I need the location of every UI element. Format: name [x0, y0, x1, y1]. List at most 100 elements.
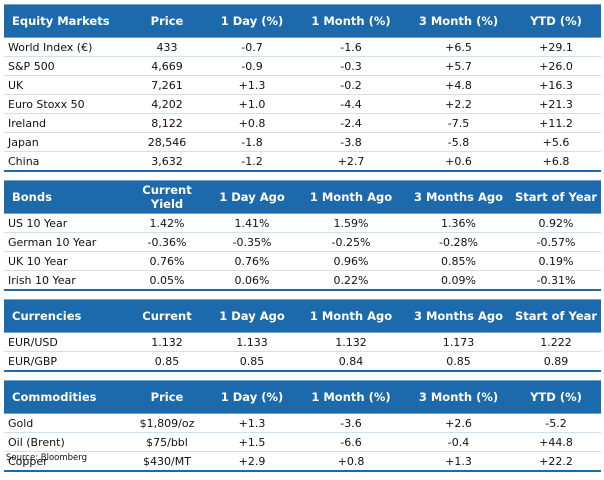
table-cell: +22.2	[511, 451, 601, 472]
column-header: Current	[126, 299, 208, 333]
table-row: S&P 500 4,669 -0.9 -0.3 +5.7 +26.0	[4, 56, 601, 76]
column-header: YTD (%)	[511, 4, 601, 38]
table-row: US 10 Year 1.42% 1.41% 1.59% 1.36% 0.92%	[4, 213, 601, 233]
table-row: UK 10 Year 0.76% 0.76% 0.96% 0.85% 0.19%	[4, 251, 601, 271]
table-cell: 28,546	[126, 132, 208, 152]
table-cell: 0.96%	[296, 251, 406, 271]
table-cell: +29.1	[511, 37, 601, 57]
table-cell: -0.36%	[126, 232, 208, 252]
table-cell: -0.3	[296, 56, 406, 76]
table-cell: -3.6	[296, 413, 406, 433]
column-header: Currencies	[4, 299, 126, 333]
row-label: Irish 10 Year	[4, 270, 126, 291]
table-cell: 0.76%	[126, 251, 208, 271]
column-header: Current Yield	[126, 180, 208, 214]
column-header: YTD (%)	[511, 380, 601, 414]
row-label: EUR/USD	[4, 332, 126, 352]
table-cell: 1.173	[406, 332, 511, 352]
table-cell: 7,261	[126, 75, 208, 95]
row-label: World Index (€)	[4, 37, 126, 57]
column-header: Price	[126, 380, 208, 414]
table-cell: -0.35%	[208, 232, 296, 252]
row-label: S&P 500	[4, 56, 126, 76]
table-cell: 0.76%	[208, 251, 296, 271]
table-cell: 1.36%	[406, 213, 511, 233]
table-cell: +44.8	[511, 432, 601, 452]
column-header: 3 Month (%)	[406, 4, 511, 38]
column-header: 1 Day (%)	[208, 4, 296, 38]
row-label: Japan	[4, 132, 126, 152]
table-cell: +1.3	[208, 413, 296, 433]
table-cell: +0.8	[208, 113, 296, 133]
table-cell: $1,809/oz	[126, 413, 208, 433]
column-header: Price	[126, 4, 208, 38]
table-row: China 3,632 -1.2 +2.7 +0.6 +6.8	[4, 151, 601, 172]
table-row: Oil (Brent) $75/bbl +1.5 -6.6 -0.4 +44.8	[4, 432, 601, 452]
table-cell: -0.57%	[511, 232, 601, 252]
column-header: Bonds	[4, 180, 126, 214]
equity-markets-table: Equity Markets Price 1 Day (%) 1 Month (%) 3…	[4, 4, 601, 172]
table-cell: 0.19%	[511, 251, 601, 271]
table-cell: 0.85	[406, 351, 511, 372]
table-cell: +1.5	[208, 432, 296, 452]
table-cell: +0.6	[406, 151, 511, 172]
table-cell: 4,669	[126, 56, 208, 76]
table-cell: 3,632	[126, 151, 208, 172]
table-row: Gold $1,809/oz +1.3 -3.6 +2.6 -5.2	[4, 413, 601, 433]
table-cell: -2.4	[296, 113, 406, 133]
table-header-row: Bonds Current Yield 1 Day Ago 1 Month Ago 3 …	[4, 180, 601, 214]
table-cell: 8,122	[126, 113, 208, 133]
table-cell: 4,202	[126, 94, 208, 114]
table-cell: -3.8	[296, 132, 406, 152]
table-cell: -1.2	[208, 151, 296, 172]
table-row: World Index (€) 433 -0.7 -1.6 +6.5 +29.1	[4, 37, 601, 57]
column-header: Start of Year	[511, 299, 601, 333]
table-cell: 1.41%	[208, 213, 296, 233]
column-header: Commodities	[4, 380, 126, 414]
column-header: 1 Day Ago	[208, 299, 296, 333]
row-label: Ireland	[4, 113, 126, 133]
table-header-row: Equity Markets Price 1 Day (%) 1 Month (%) 3…	[4, 4, 601, 38]
table-row: EUR/USD 1.132 1.133 1.132 1.173 1.222	[4, 332, 601, 352]
column-header: 1 Month Ago	[296, 180, 406, 214]
table-header-row: Commodities Price 1 Day (%) 1 Month (%) 3 Mo…	[4, 380, 601, 414]
table-row: EUR/GBP 0.85 0.85 0.84 0.85 0.89	[4, 351, 601, 372]
table-cell: $75/bbl	[126, 432, 208, 452]
table-row: Japan 28,546 -1.8 -3.8 -5.8 +5.6	[4, 132, 601, 152]
column-header: 3 Months Ago	[406, 299, 511, 333]
table-cell: 1.222	[511, 332, 601, 352]
market-tables: Equity Markets Price 1 Day (%) 1 Month (%) 3…	[4, 4, 601, 472]
table-cell: 0.06%	[208, 270, 296, 291]
row-label: China	[4, 151, 126, 172]
commodities-table: Commodities Price 1 Day (%) 1 Month (%) 3 Mo…	[4, 380, 601, 472]
table-cell: $430/MT	[126, 451, 208, 472]
table-cell: 0.09%	[406, 270, 511, 291]
table-cell: +1.3	[208, 75, 296, 95]
table-cell: +5.7	[406, 56, 511, 76]
table-row: German 10 Year -0.36% -0.35% -0.25% -0.28% -0…	[4, 232, 601, 252]
table-cell: +0.8	[296, 451, 406, 472]
table-cell: +1.3	[406, 451, 511, 472]
table-cell: 433	[126, 37, 208, 57]
table-cell: +2.2	[406, 94, 511, 114]
table-cell: -0.31%	[511, 270, 601, 291]
table-cell: -0.9	[208, 56, 296, 76]
currencies-table: Currencies Current 1 Day Ago 1 Month Ago 3 M…	[4, 299, 601, 372]
table-cell: 0.85	[208, 351, 296, 372]
column-header: 3 Month (%)	[406, 380, 511, 414]
table-cell: 0.05%	[126, 270, 208, 291]
column-header: 3 Months Ago	[406, 180, 511, 214]
table-cell: +4.8	[406, 75, 511, 95]
table-cell: -7.5	[406, 113, 511, 133]
source-note: Source: Bloomberg	[6, 453, 87, 463]
table-header-row: Currencies Current 1 Day Ago 1 Month Ago 3 M…	[4, 299, 601, 333]
column-header: 1 Month Ago	[296, 299, 406, 333]
table-cell: +6.5	[406, 37, 511, 57]
table-cell: +1.0	[208, 94, 296, 114]
row-label: German 10 Year	[4, 232, 126, 252]
column-header: 1 Month (%)	[296, 4, 406, 38]
table-cell: 1.42%	[126, 213, 208, 233]
row-label: US 10 Year	[4, 213, 126, 233]
table-cell: +5.6	[511, 132, 601, 152]
table-cell: 0.89	[511, 351, 601, 372]
